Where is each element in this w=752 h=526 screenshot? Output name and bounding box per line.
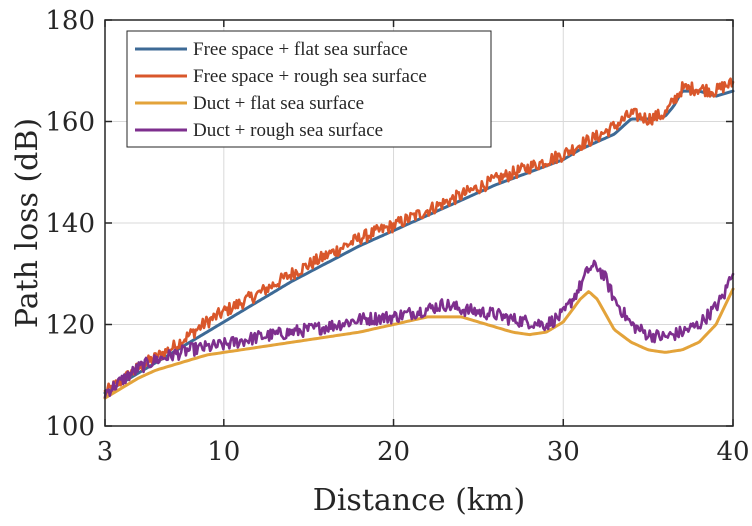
y-tick-labels: 100 120 140 160 180 [45, 6, 95, 442]
x-tick-labels: 3 10 20 30 40 [97, 437, 750, 467]
x-tick-label: 3 [97, 437, 114, 467]
x-axis-label: Distance (km) [313, 483, 525, 518]
x-tick-label: 30 [547, 437, 580, 467]
legend-label: Duct + flat sea surface [193, 93, 364, 114]
series-layer [103, 77, 735, 400]
y-tick-label: 120 [45, 311, 95, 341]
y-tick-label: 140 [45, 209, 95, 239]
x-tick-label: 10 [207, 437, 240, 467]
y-tick-label: 160 [45, 108, 95, 138]
legend-label: Duct + rough sea surface [193, 120, 383, 141]
y-axis-label: Path loss (dB) [10, 118, 45, 328]
series-line-3 [103, 287, 735, 400]
legend: Free space + flat sea surface Free space … [126, 30, 492, 148]
x-tick-label: 20 [377, 437, 410, 467]
legend-label: Free space + rough sea surface [193, 66, 427, 87]
series-line-1 [103, 89, 735, 395]
y-tick-label: 180 [45, 6, 95, 36]
series-line-4 [103, 259, 735, 399]
y-tick-label: 100 [45, 412, 95, 442]
axis-ticks [104, 19, 734, 427]
series-line-2 [103, 77, 735, 396]
legend-box [126, 30, 492, 148]
legend-label: Free space + flat sea surface [193, 39, 408, 60]
x-tick-label: 40 [716, 437, 749, 467]
